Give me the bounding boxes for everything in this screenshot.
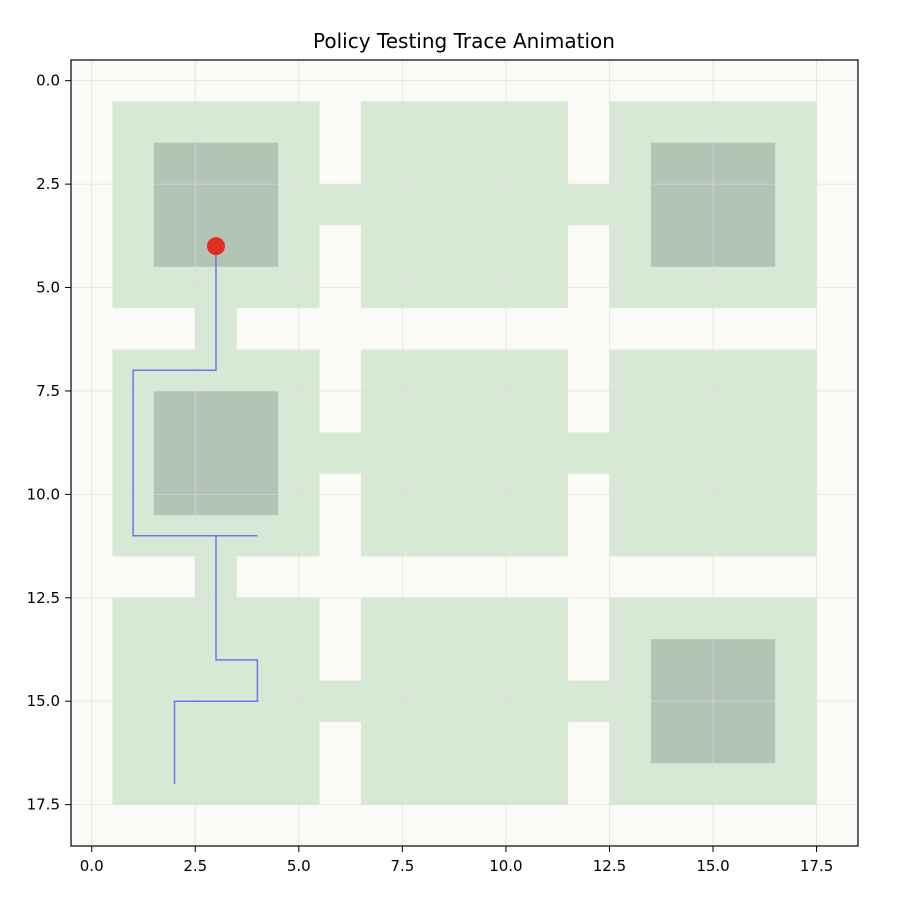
- plot-area: [70, 59, 859, 847]
- free-cell: [360, 101, 569, 309]
- free-cell: [568, 184, 610, 226]
- y-tick-label: 0.0: [36, 72, 60, 90]
- y-tick-label: 12.5: [27, 589, 60, 607]
- x-tick-label: 17.5: [800, 857, 833, 875]
- x-tick-label: 5.0: [287, 857, 311, 875]
- x-tick-label: 12.5: [593, 857, 626, 875]
- y-tick-label: 17.5: [27, 796, 60, 814]
- y-axis-ticks: 0.0 2.5 5.0 7.5 10.0 12.5 15.0 17.5: [27, 72, 71, 814]
- x-tick-label: 2.5: [183, 857, 207, 875]
- free-cell: [319, 432, 361, 474]
- plot-frame: [70, 59, 859, 847]
- free-cell: [568, 432, 610, 474]
- x-axis-ticks: 0.0 2.5 5.0 7.5 10.0 12.5 15.0 17.5: [80, 846, 833, 875]
- trace-line: [132, 246, 259, 784]
- agent-marker: [206, 237, 225, 256]
- y-tick-label: 7.5: [36, 382, 60, 400]
- target-cell: [153, 390, 279, 516]
- chart-title: Policy Testing Trace Animation: [313, 29, 615, 53]
- free-cell: [360, 349, 569, 557]
- free-cell: [319, 184, 361, 226]
- x-tick-label: 7.5: [390, 857, 414, 875]
- y-tick-label: 2.5: [36, 175, 60, 193]
- y-tick-label: 10.0: [27, 485, 60, 503]
- y-tick-label: 15.0: [27, 692, 60, 710]
- x-tick-label: 10.0: [489, 857, 522, 875]
- x-tick-label: 0.0: [80, 857, 104, 875]
- y-tick-label: 5.0: [36, 279, 60, 297]
- x-tick-label: 15.0: [696, 857, 729, 875]
